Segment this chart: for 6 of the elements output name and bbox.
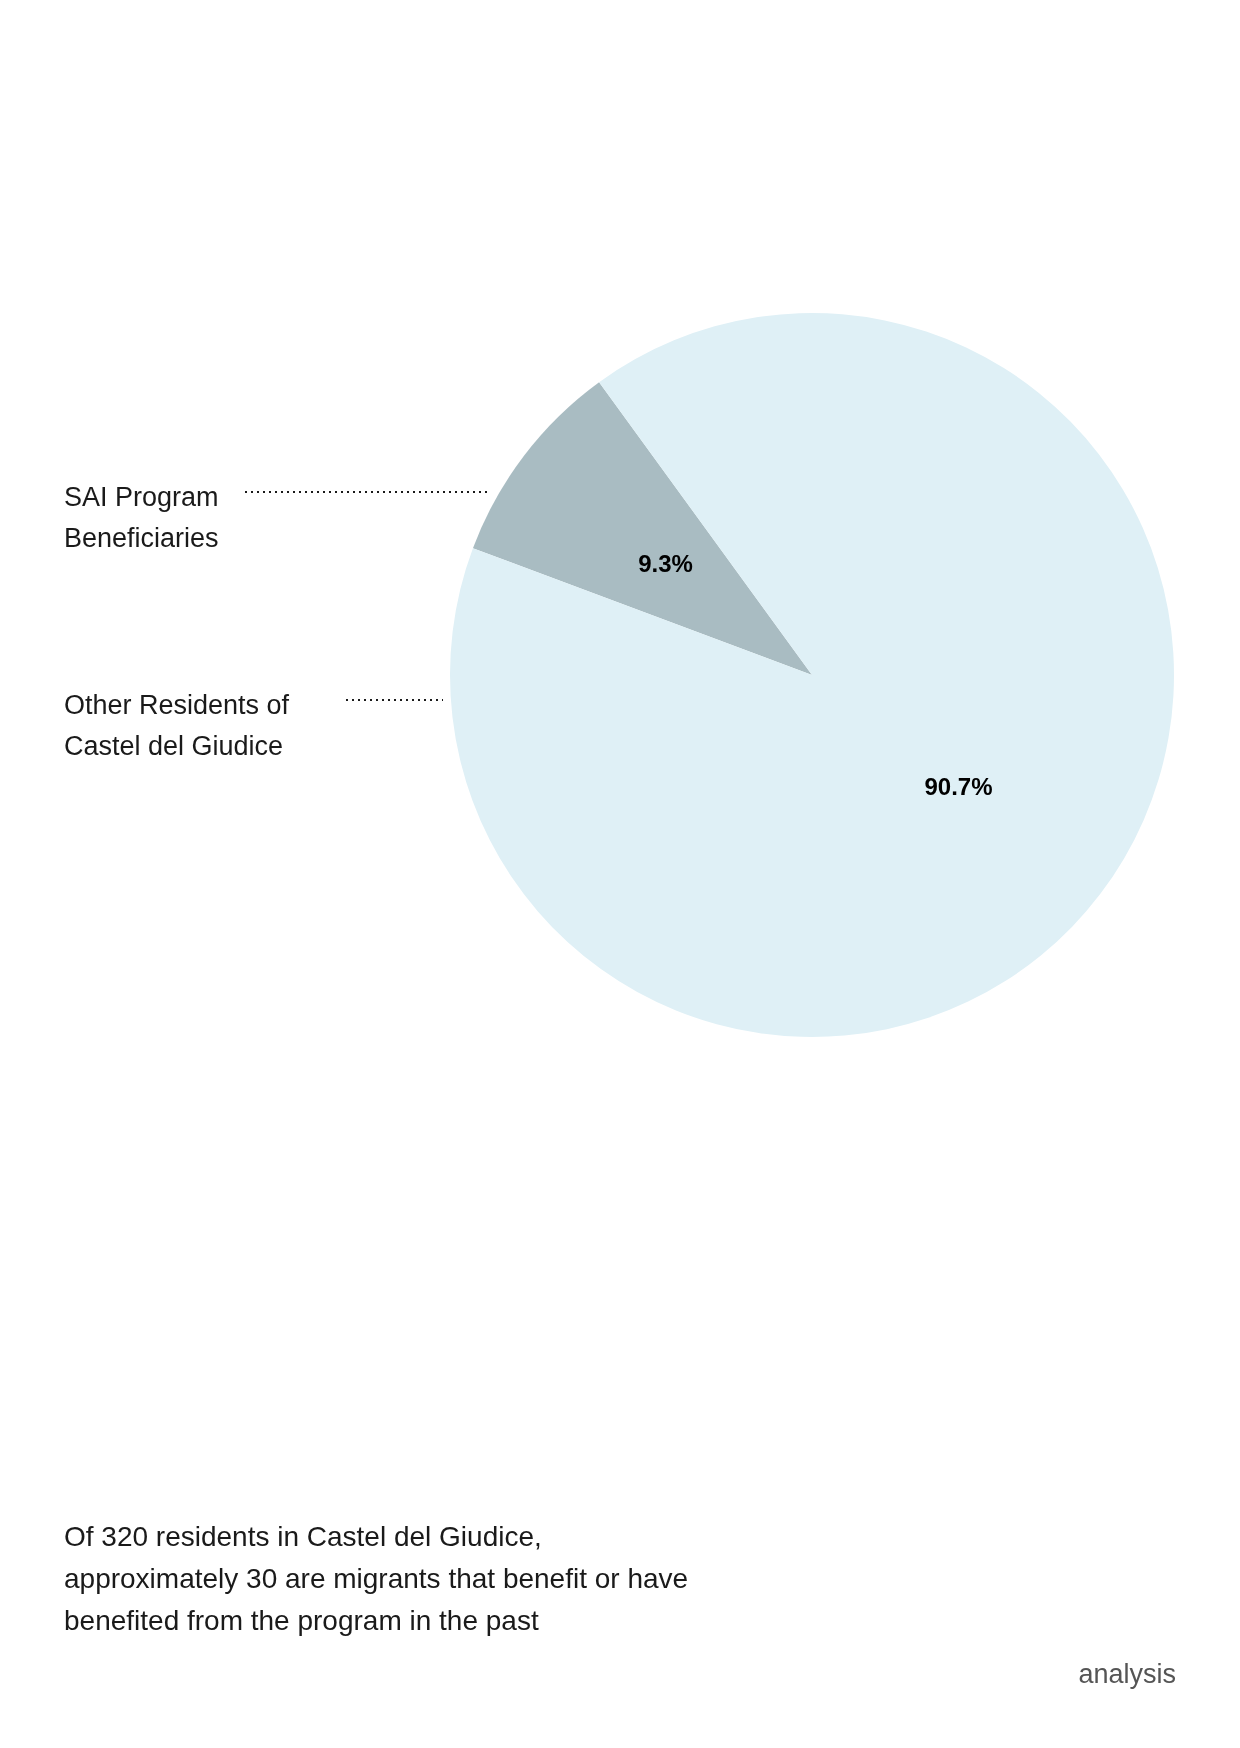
slice-label: Other Residents of Castel del Giudice <box>64 689 290 761</box>
data-label: 90.7% <box>924 772 993 800</box>
data-label: 9.3% <box>638 550 693 578</box>
slice-label: SAI Program Beneficiaries <box>64 481 219 553</box>
text: analysis <box>1078 1658 1176 1689</box>
text: Of 320 residents in Castel del Giudice, approximately 30 are migrants that benefit or have benefited from the program in the past <box>64 1520 689 1636</box>
